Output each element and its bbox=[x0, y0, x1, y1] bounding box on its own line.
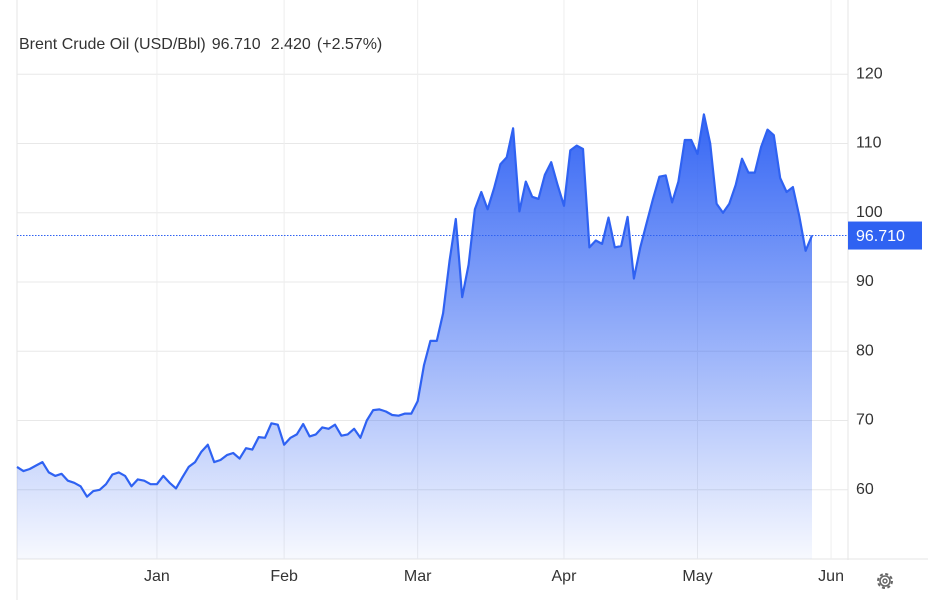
y-tick-label: 90 bbox=[856, 273, 874, 290]
settings-icon[interactable] bbox=[877, 573, 893, 589]
y-tick-label: 60 bbox=[856, 481, 874, 498]
area-fill bbox=[17, 114, 812, 560]
x-tick-label: Jun bbox=[818, 568, 844, 585]
last-price-badge bbox=[848, 221, 922, 250]
chart-title: Brent Crude Oil (USD/Bbl) bbox=[19, 36, 206, 53]
x-tick-label: Feb bbox=[270, 568, 298, 585]
change-percent: (+2.57%) bbox=[317, 36, 382, 53]
y-tick-label: 70 bbox=[856, 412, 874, 429]
labels: 60 70 80 90 100 110 120 Jan Feb Mar Apr May Jun bbox=[144, 65, 883, 585]
x-tick-label: Jan bbox=[144, 568, 170, 585]
x-tick-label: Mar bbox=[404, 568, 432, 585]
y-tick-label: 80 bbox=[856, 342, 874, 359]
price: 96.710 bbox=[212, 36, 261, 53]
x-tick-label: Apr bbox=[552, 568, 578, 585]
y-tick-label: 110 bbox=[856, 135, 882, 152]
last-price-label: 96.710 bbox=[856, 228, 905, 245]
y-tick-label: 120 bbox=[856, 65, 883, 82]
price-line bbox=[16, 113, 814, 498]
y-tick-label: 100 bbox=[856, 204, 883, 221]
change: 2.420 bbox=[271, 36, 311, 53]
x-tick-label: May bbox=[682, 568, 712, 585]
plot: 96.710 bbox=[16, 113, 922, 560]
